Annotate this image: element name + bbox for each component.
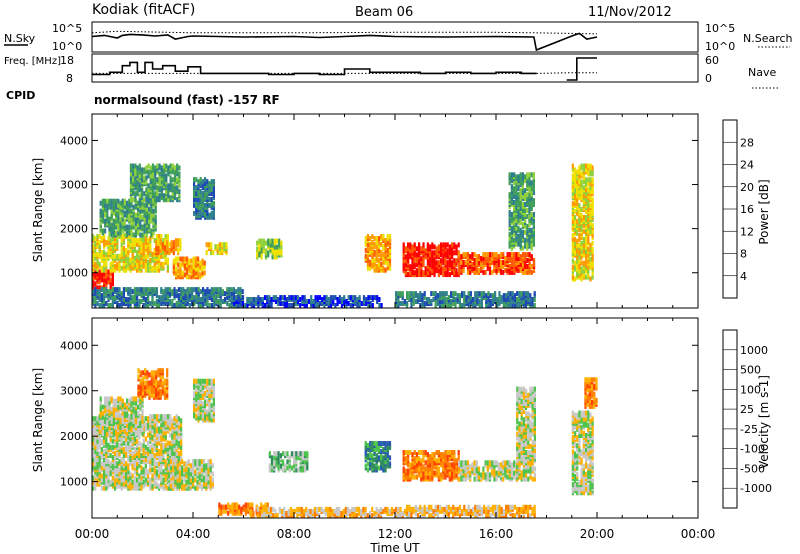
- power-echo-region: [508, 172, 535, 251]
- power-echo-region: [205, 242, 228, 256]
- power-echo-region: [395, 291, 536, 308]
- freq-left-tick-bottom: 8: [66, 72, 73, 85]
- power-echo-region: [402, 242, 460, 278]
- time-tick-label: 08:00: [277, 527, 312, 541]
- velocity-panel: 1000 2000 3000 4000: [60, 317, 699, 519]
- freq-right-tick-bottom: 0: [705, 72, 712, 85]
- beam-label: Beam 06: [355, 5, 413, 20]
- noise-left-tick-top: 10^5: [52, 22, 82, 35]
- noise-right-tick-bottom: 10^0: [705, 40, 735, 53]
- noise-search-line: [91, 30, 598, 35]
- power-echo-region: [458, 252, 536, 275]
- noise-right-label: N.Search: [743, 32, 793, 45]
- velocity-echo-region: [402, 450, 460, 482]
- power-colorbar-tick: 28: [740, 136, 754, 149]
- station-title: Kodiak (fitACF): [92, 2, 195, 18]
- power-ytick-label: 1000: [60, 267, 88, 280]
- power-echo-region: [92, 287, 244, 308]
- power-echo-region: [172, 256, 206, 280]
- velocity-colorbar-tick: 25: [740, 403, 754, 416]
- power-colorbar-tick: 24: [740, 159, 754, 172]
- power-echo-region: [129, 163, 181, 203]
- velocity-echo-region: [395, 504, 536, 518]
- power-echo-region: [99, 198, 157, 238]
- freq-right-tick-top: 60: [705, 54, 719, 67]
- freq-line-late: [566, 57, 597, 81]
- power-colorbar-label: Power [dB]: [757, 179, 771, 244]
- noise-right-tick-top: 10^5: [705, 22, 735, 35]
- power-echo-region: [364, 234, 392, 273]
- velocity-ytick-label: 4000: [60, 339, 88, 352]
- velocity-colorbar-tick: 1000: [740, 344, 768, 357]
- velocity-colorbar-tick: -25: [740, 423, 758, 436]
- velocity-echo-region: [364, 441, 392, 473]
- date-label: 11/Nov/2012: [588, 5, 672, 20]
- velocity-ytick-label: 2000: [60, 430, 88, 443]
- velocity-echo-region: [167, 459, 214, 491]
- cpid-label: CPID: [6, 89, 35, 102]
- velocity-colorbar-tick: -500: [740, 462, 765, 475]
- freq-left-label: Freq. [MHz]: [4, 56, 61, 67]
- power-ytick-label: 4000: [60, 134, 88, 147]
- time-tick-label: 00:00: [681, 527, 716, 541]
- noise-left-tick-bottom: 10^0: [52, 40, 82, 53]
- time-tick-label: 20:00: [580, 527, 615, 541]
- velocity-echo-region: [193, 378, 215, 423]
- velocity-colorbar-tick: -100: [740, 443, 765, 456]
- velocity-echo-region: [516, 386, 536, 482]
- power-echo-region: [230, 295, 383, 308]
- time-axis-label: Time UT: [369, 541, 420, 554]
- noise-sky-line: [91, 32, 598, 52]
- velocity-colorbar-tick: 100: [740, 383, 761, 396]
- velocity-echo-region: [584, 377, 598, 409]
- power-colorbar-tick: 4: [740, 270, 747, 283]
- power-ytick-label: 2000: [60, 223, 88, 236]
- power-colorbar-tick: 8: [740, 248, 747, 261]
- nave-label: Nave: [748, 66, 776, 79]
- power-colorbar: 4 8 12 16 20 24 28: [722, 119, 754, 299]
- velocity-colorbar: -1000 -500 -100 -25 25 100 500 1000: [722, 329, 772, 509]
- freq-panel: Freq. [MHz] 18 8 60 0 Nave: [4, 53, 778, 89]
- power-echo-region: [193, 177, 215, 220]
- power-colorbar-tick: 12: [740, 225, 754, 238]
- velocity-colorbar-tick: 500: [740, 364, 761, 377]
- power-ytick-label: 3000: [60, 179, 88, 192]
- power-ylabel: Slant Range [km]: [31, 158, 45, 262]
- velocity-echo-region: [571, 410, 594, 496]
- velocity-ylabel: Slant Range [km]: [31, 368, 45, 472]
- velocity-colorbar-tick: -1000: [740, 482, 772, 495]
- noise-panel: N.Sky 10^5 10^0 10^5 10^0 N.Search: [4, 21, 793, 53]
- velocity-ytick-label: 3000: [60, 385, 88, 398]
- time-tick-label: 16:00: [479, 527, 514, 541]
- time-tick-label: 00:00: [75, 527, 110, 541]
- power-echo-region: [571, 163, 594, 282]
- power-colorbar-tick: 20: [740, 181, 754, 194]
- velocity-echo-region: [268, 451, 309, 473]
- velocity-echo-region: [458, 460, 518, 482]
- time-tick-label: 04:00: [176, 527, 211, 541]
- power-echo-region: [256, 238, 283, 260]
- noise-left-label: N.Sky: [4, 32, 36, 45]
- freq-line: [92, 61, 537, 76]
- velocity-colorbar-label: Velocity [m s-1]: [757, 375, 771, 469]
- velocity-ytick-label: 1000: [60, 476, 88, 489]
- velocity-echo-region: [243, 506, 396, 518]
- power-colorbar-tick: 16: [740, 203, 754, 216]
- time-tick-label: 12:00: [378, 527, 413, 541]
- cpid-value: normalsound (fast) -157 RF: [94, 93, 280, 107]
- freq-left-tick-top: 18: [60, 54, 74, 67]
- velocity-echo-region: [137, 368, 169, 400]
- power-echo-region: [155, 238, 182, 256]
- nave-line: [92, 72, 597, 74]
- power-panel: 1000 2000 3000 4000: [60, 113, 699, 309]
- velocity-echo-region: [99, 396, 144, 437]
